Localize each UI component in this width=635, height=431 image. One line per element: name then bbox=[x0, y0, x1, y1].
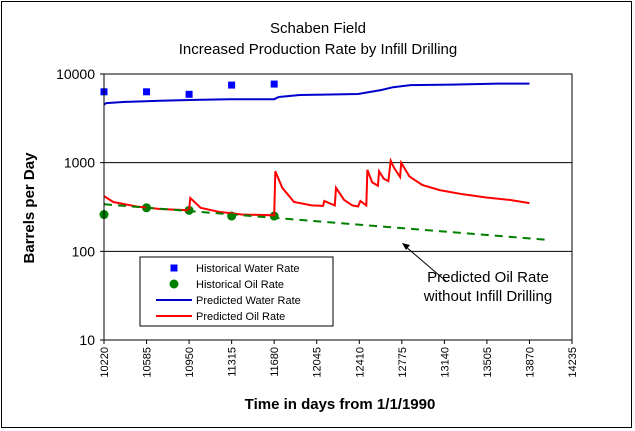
y-tick-label-3: 10000 bbox=[56, 66, 95, 82]
legend-swatch-historical-oil-rate bbox=[169, 279, 179, 289]
series-layer bbox=[99, 80, 547, 241]
annotation-arrow-line bbox=[404, 245, 448, 283]
historical-water-rate-point-2 bbox=[185, 90, 193, 98]
legend: Historical Water Rate Historical Oil Rate… bbox=[139, 256, 334, 327]
annotation-arrow-head bbox=[402, 243, 410, 250]
predicted-oil-rate-line bbox=[103, 157, 530, 217]
annotation-text: Predicted Oil Rate without Infill Drillin… bbox=[423, 269, 552, 305]
legend-label-historical-oil-rate: Historical Oil Rate bbox=[196, 279, 284, 291]
x-tick-label-3: 11315 bbox=[227, 347, 239, 377]
x-tick-label-5: 12045 bbox=[312, 347, 324, 378]
annotation: Predicted Oil Rate without Infill Drillin… bbox=[402, 243, 552, 305]
annotation-line-1: without Infill Drilling bbox=[423, 288, 552, 305]
x-axis-ticks: 10220 10585 10950 11315 11680 12045 12410 12775… bbox=[99, 340, 579, 378]
x-tick-label-1: 10585 bbox=[142, 347, 154, 378]
baseline-trend-line bbox=[103, 203, 547, 241]
historical-water-rate-point-3 bbox=[228, 81, 236, 89]
x-tick-label-7: 12775 bbox=[397, 347, 409, 378]
chart-subtitle: Increased Production Rate by Infill Dril… bbox=[179, 41, 457, 58]
y-axis-label: Barrels per Day bbox=[21, 152, 38, 264]
x-tick-label-9: 13505 bbox=[482, 347, 494, 378]
y-axis-ticks: 10 100 1000 10000 bbox=[56, 66, 104, 348]
historical-water-rate-point-1 bbox=[143, 88, 151, 96]
y-tick-label-2: 1000 bbox=[64, 155, 95, 171]
annotation-line-0: Predicted Oil Rate bbox=[427, 269, 549, 286]
legend-label-historical-water-rate: Historical Water Rate bbox=[196, 263, 300, 275]
x-tick-label-8: 13140 bbox=[439, 347, 451, 378]
chart-title: Schaben Field bbox=[270, 20, 366, 37]
x-tick-label-10: 13870 bbox=[524, 347, 536, 378]
legend-label-predicted-water-rate: Predicted Water Rate bbox=[196, 295, 301, 307]
x-tick-label-0: 10220 bbox=[99, 347, 111, 378]
y-tick-label-1: 100 bbox=[72, 243, 96, 259]
x-tick-label-6: 12410 bbox=[354, 347, 366, 378]
x-axis-label: Time in days from 1/1/1990 bbox=[245, 396, 436, 413]
predicted-water-rate-line bbox=[103, 82, 530, 106]
y-tick-label-0: 10 bbox=[79, 332, 95, 348]
legend-label-predicted-oil-rate: Predicted Oil Rate bbox=[196, 311, 285, 323]
x-tick-label-11: 14235 bbox=[567, 347, 579, 378]
historical-water-rate-point-4 bbox=[270, 80, 278, 88]
plot-area-border bbox=[103, 73, 573, 341]
x-tick-label-2: 10950 bbox=[184, 347, 196, 378]
legend-swatch-historical-water-rate bbox=[170, 264, 178, 272]
x-tick-label-4: 11680 bbox=[269, 347, 281, 377]
